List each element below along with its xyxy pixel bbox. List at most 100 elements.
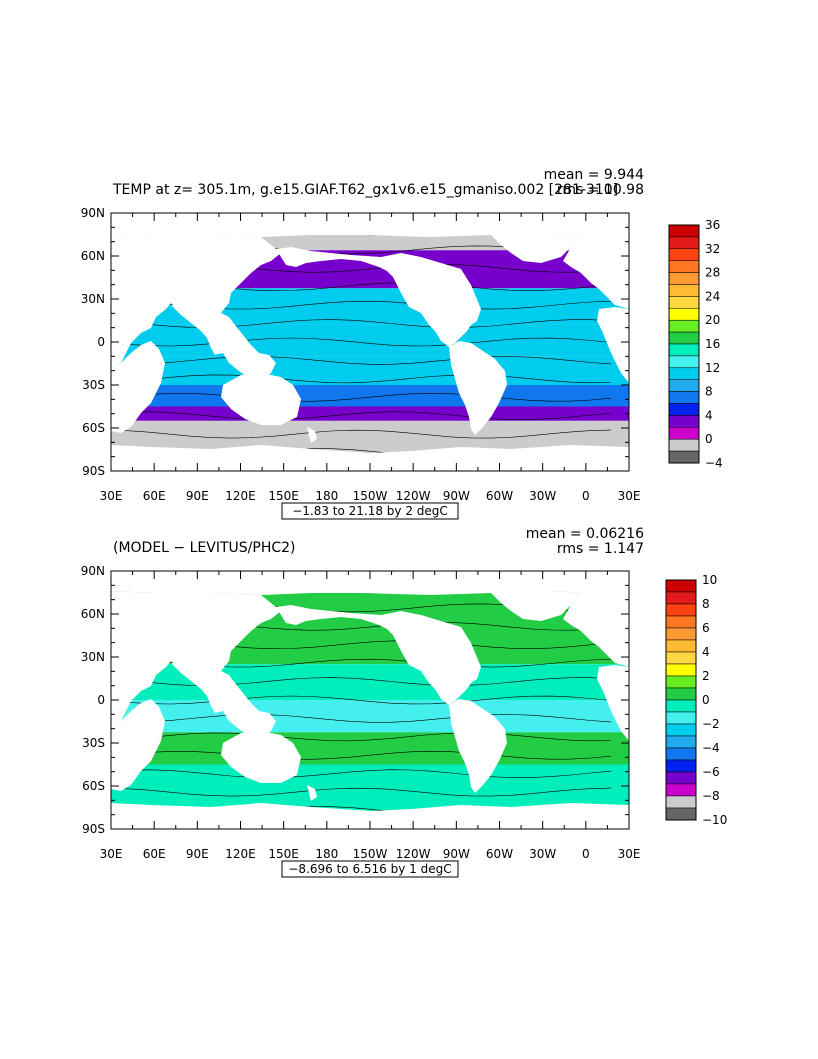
colorbar-swatch: [668, 415, 700, 428]
x-tick-label: 30E: [100, 489, 123, 503]
colorbar: 10 8 6 4 2 0 −2 −4 −6 −8 −10: [665, 573, 727, 827]
colorbar-label: −4: [705, 456, 723, 470]
contour-line: [110, 356, 612, 365]
mean-label: mean = 0.06216: [526, 526, 644, 542]
rms-label: rms = 1.147: [557, 541, 644, 557]
colorbar-label: 24: [705, 289, 720, 303]
x-tick-label: 60E: [143, 489, 166, 503]
colorbar-swatch: [668, 438, 700, 452]
contour-line: [110, 411, 612, 421]
colorbar-swatch: [668, 248, 700, 261]
map-band: [111, 732, 629, 765]
chart-2: 30E 60E 90E 120E 150E 180 150W 120W 90W 60W 30W 0 30…: [81, 526, 727, 878]
x-tick-label: 30E: [618, 489, 641, 503]
map-band: [111, 700, 629, 733]
contour-line: [110, 769, 612, 779]
colorbar-label: −4: [702, 741, 720, 755]
y-tick-label: 90S: [82, 822, 105, 836]
colorbar-swatch: [665, 603, 697, 617]
colorbar-swatch: [665, 579, 697, 593]
y-tick-label: 0: [97, 335, 105, 349]
contour-line: [110, 714, 612, 723]
colorbar-swatch: [668, 236, 700, 250]
contour-line: [110, 732, 612, 742]
colorbar-label: 8: [702, 597, 710, 611]
colorbar-swatch: [665, 711, 697, 725]
chart-title: TEMP at z= 305.1m, g.e15.GIAF.T62_gx1v6.…: [112, 182, 618, 198]
contour-line: [110, 677, 612, 686]
contour-line: [110, 337, 612, 347]
colorbar-label: 28: [705, 266, 720, 280]
x-tick-label: 90E: [186, 847, 209, 861]
colorbar-swatch: [668, 284, 700, 297]
colorbar-swatch: [668, 450, 700, 464]
contour-line: [110, 695, 612, 705]
y-tick-label: 60S: [82, 779, 105, 793]
x-tick-label: 180: [315, 847, 338, 861]
contour-line: [110, 750, 612, 760]
colorbar-label: −8: [702, 789, 720, 803]
x-tick-label: 120E: [225, 847, 256, 861]
map-band: [111, 356, 629, 385]
x-tick-label: 90E: [186, 489, 209, 503]
range-label-box: [281, 502, 459, 520]
contour-line: [110, 374, 612, 384]
colorbar-label: 0: [702, 693, 710, 707]
range-label: −8.696 to 6.516 by 1 degC: [288, 862, 451, 876]
colorbar-swatch: [668, 308, 700, 321]
x-tick-label: 60W: [486, 489, 513, 503]
contour-line: [110, 319, 612, 328]
colorbar-swatch: [668, 403, 700, 416]
colorbar-swatch: [668, 319, 700, 333]
y-tick-label: 0: [97, 693, 105, 707]
chart-title: (MODEL − LEVITUS/PHC2): [113, 540, 296, 556]
y-tick-label: 30N: [81, 650, 105, 664]
range-label: −1.83 to 21.18 by 2 degC: [292, 504, 448, 518]
x-tick-label: 150W: [353, 489, 388, 503]
mean-label: mean = 9.944: [544, 167, 645, 183]
colorbar-swatch: [668, 272, 700, 285]
colorbar-swatch: [665, 795, 697, 809]
colorbar-frame: [665, 579, 697, 821]
colorbar-swatch: [668, 224, 700, 238]
contour-line: [110, 787, 612, 797]
x-tick-label: 0: [582, 847, 590, 861]
map-band: [111, 324, 629, 357]
x-tick-label: 30W: [529, 847, 556, 861]
colorbar-swatch: [665, 639, 697, 653]
colorbar-label: 20: [705, 313, 720, 327]
x-tick-label: 150W: [353, 847, 388, 861]
y-tick-label: 90N: [81, 206, 105, 220]
x-tick-label: 0: [582, 489, 590, 503]
colorbar-swatch: [665, 783, 697, 797]
colorbar-label: 4: [705, 408, 713, 422]
x-tick-label: 60E: [143, 847, 166, 861]
x-tick-label: 120W: [396, 847, 431, 861]
colorbar-swatch: [668, 260, 700, 273]
y-tick-label: 60N: [81, 607, 105, 621]
colorbar-swatch: [665, 591, 697, 605]
colorbar-swatch: [665, 699, 697, 713]
x-tick-label: 150E: [268, 489, 299, 503]
x-tick-label: 30E: [618, 847, 641, 861]
y-tick-label: 90S: [82, 464, 105, 478]
plots: 30E 60E 90E 120E 150E 180 150W 120W 90W 60W 30W 0 30…: [81, 167, 727, 878]
y-tick-label: 90N: [81, 564, 105, 578]
colorbar-swatch: [665, 687, 697, 701]
x-tick-label: 30W: [529, 489, 556, 503]
x-tick-label: 120E: [225, 489, 256, 503]
x-tick-label: 180: [315, 489, 338, 503]
colorbar-swatch: [665, 771, 697, 785]
colorbar-swatch: [668, 331, 700, 345]
colorbar-label: 12: [705, 361, 720, 375]
colorbar-swatch: [665, 615, 697, 629]
map-band: [111, 385, 629, 407]
colorbar-swatch: [665, 759, 697, 773]
colorbar-swatch: [665, 807, 697, 821]
range-label-box: [281, 860, 459, 878]
colorbar-swatch: [668, 391, 700, 404]
colorbar-swatch: [665, 747, 697, 761]
colorbar: 36 32 28 24 20 16 12 8 4 0 −4: [668, 218, 723, 470]
chart-1: 30E 60E 90E 120E 150E 180 150W 120W 90W 60W 30W 0 30…: [81, 167, 723, 520]
colorbar-label: −10: [702, 813, 727, 827]
